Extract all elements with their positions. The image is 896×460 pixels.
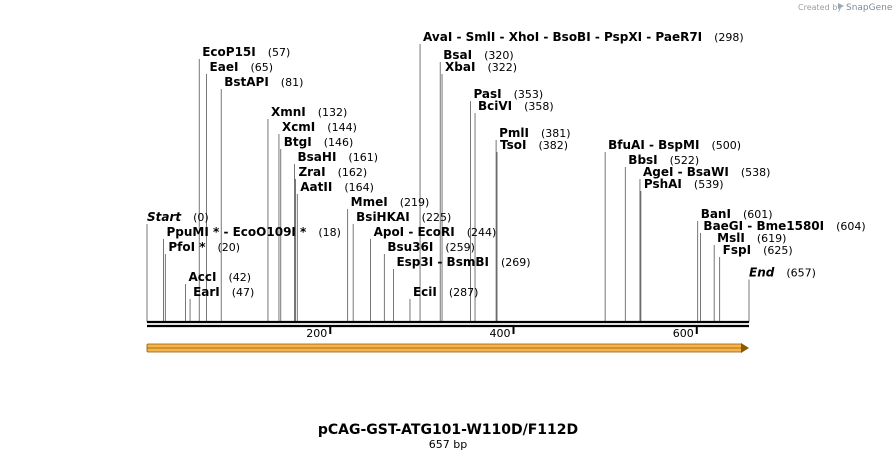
site-label[interactable]: FspI (723, 243, 751, 257)
site-position: (353) (514, 88, 544, 101)
site-position: (164) (344, 181, 374, 194)
site-label[interactable]: TsoI (500, 138, 526, 152)
site-label[interactable]: XcmI (282, 120, 315, 134)
axis-tick-label: 400 (490, 327, 511, 340)
site-position: (47) (232, 286, 255, 299)
site-label[interactable]: PfoI * (168, 240, 206, 254)
axis-ticks: 200 400 600 (306, 326, 698, 340)
site-position: (320) (484, 49, 514, 62)
site-position: (259) (445, 241, 475, 254)
site-position: (619) (757, 232, 787, 245)
site-position: (381) (541, 127, 571, 140)
site-label[interactable]: EaeI (210, 60, 239, 74)
site-label[interactable]: BsaI (443, 48, 472, 62)
site-label[interactable]: BanI (701, 207, 731, 221)
site-label[interactable]: MslI (717, 231, 745, 245)
site-position: (81) (281, 76, 304, 89)
site-label[interactable]: PasI (473, 87, 501, 101)
site-position: (322) (487, 61, 517, 74)
site-label[interactable]: AvaI - SmlI - XhoI - BsoBI - PspXI - Pae… (423, 30, 702, 44)
site-label[interactable]: PpuMI * - EcoO109I * (166, 225, 307, 239)
site-position: (382) (538, 139, 568, 152)
site-leader-lines (146, 44, 750, 322)
site-position: (500) (711, 139, 741, 152)
site-label[interactable]: BaeGI - Bme1580I (703, 219, 824, 233)
site-label[interactable]: BstAPI (224, 75, 269, 89)
site-position: (42) (228, 271, 251, 284)
site-position: (244) (467, 226, 497, 239)
site-position: (0) (193, 211, 209, 224)
site-position: (625) (763, 244, 793, 257)
site-position: (657) (786, 267, 816, 280)
site-position: (146) (324, 136, 354, 149)
site-label[interactable]: MmeI (351, 195, 388, 209)
site-label[interactable]: BbsI (628, 153, 657, 167)
site-position: (522) (670, 154, 700, 167)
site-position: (144) (327, 121, 357, 134)
site-position: (358) (524, 100, 554, 113)
plasmid-length: 657 bp (429, 438, 467, 451)
site-label[interactable]: BtgI (284, 135, 312, 149)
feature-arrow (146, 343, 749, 353)
site-label[interactable]: XmnI (271, 105, 306, 119)
site-position: (18) (318, 226, 341, 239)
site-position: (57) (268, 46, 291, 59)
site-position: (225) (422, 211, 452, 224)
site-label[interactable]: BsiHKAI (356, 210, 410, 224)
site-label[interactable]: EciI (413, 285, 437, 299)
site-label[interactable]: Esp3I - BsmBI (396, 255, 488, 269)
credit-prefix: Created by (798, 3, 842, 12)
sequence-backbone (147, 320, 749, 328)
site-position: (65) (250, 61, 273, 74)
site-label[interactable]: BciVI (478, 99, 512, 113)
site-label[interactable]: AatII (300, 180, 332, 194)
axis-tick-label: 200 (306, 327, 327, 340)
site-label[interactable]: End (749, 266, 775, 280)
site-position: (539) (694, 178, 724, 191)
site-label[interactable]: PmlI (499, 126, 529, 140)
site-position: (269) (501, 256, 531, 269)
site-label[interactable]: BfuAI - BspMI (608, 138, 699, 152)
site-label[interactable]: BsaHI (298, 150, 337, 164)
site-label[interactable]: AgeI - BsaWI (643, 165, 729, 179)
credit-brand: SnapGene (846, 3, 893, 13)
snapgene-logo-icon (838, 3, 844, 9)
site-position: (538) (741, 166, 771, 179)
site-position: (132) (318, 106, 348, 119)
site-position: (161) (348, 151, 378, 164)
site-label[interactable]: ZraI (298, 165, 325, 179)
site-label[interactable]: Start (147, 210, 182, 224)
site-position: (298) (714, 31, 744, 44)
site-label[interactable]: Bsu36I (387, 240, 433, 254)
site-label[interactable]: AccI (188, 270, 216, 284)
site-position: (20) (218, 241, 241, 254)
plasmid-name: pCAG-GST-ATG101-W110D/F112D (318, 422, 578, 438)
site-position: (219) (400, 196, 430, 209)
site-position: (601) (743, 208, 773, 221)
site-label[interactable]: EarI (193, 285, 220, 299)
site-label[interactable]: ApoI - EcoRI (374, 225, 455, 239)
axis-tick-label: 600 (673, 327, 694, 340)
site-position: (604) (836, 220, 866, 233)
site-position: (287) (449, 286, 479, 299)
site-label[interactable]: PshAI (644, 177, 682, 191)
site-label[interactable]: XbaI (445, 60, 475, 74)
site-labels: Start (0) EcoP15I (57) EaeI (65)BstAPI (81) Xmn… (147, 30, 866, 299)
site-position: (162) (338, 166, 368, 179)
site-label[interactable]: EcoP15I (202, 45, 256, 59)
